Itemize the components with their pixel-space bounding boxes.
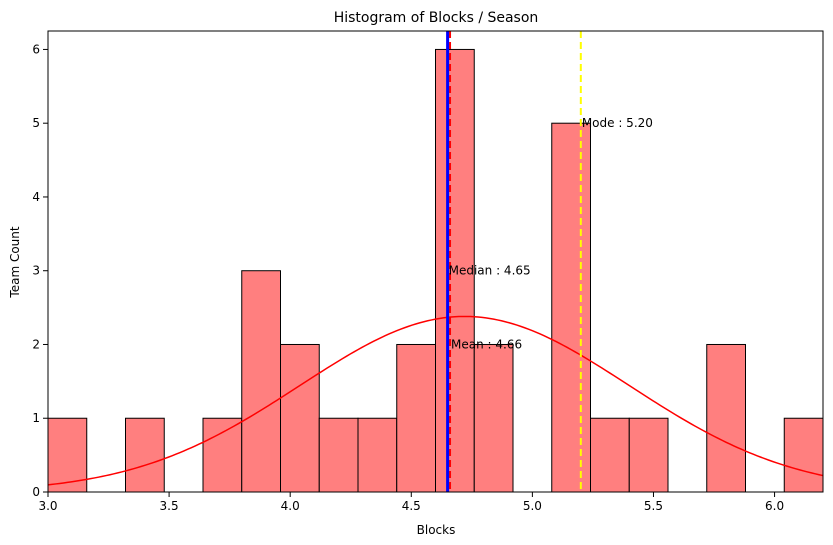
- x-tick-label: 6.0: [765, 499, 784, 513]
- histogram-bar: [473, 343, 514, 493]
- x-axis: 3.0 3.5 4.0 4.5 5.0 5.5 6.0: [38, 492, 784, 513]
- histogram-bar: [396, 343, 436, 493]
- chart-title: Histogram of Blocks / Season: [334, 10, 539, 26]
- x-axis-label: Blocks: [417, 523, 456, 537]
- x-tick-label: 3.5: [160, 499, 179, 513]
- histogram-bar: [628, 417, 669, 493]
- histogram-bar: [280, 343, 320, 493]
- x-tick-label: 4.5: [402, 499, 421, 513]
- kde-curve: [47, 315, 824, 486]
- histogram-bar: [202, 417, 243, 493]
- y-axis-label: Team Count: [8, 226, 22, 298]
- statistic-annotations: Mean : 4.66 Median : 4.65 Mode : 5.20: [449, 116, 653, 351]
- y-tick-label: 5: [32, 116, 40, 130]
- statistic-lines: [446, 31, 582, 492]
- kde-curve-group: [47, 315, 824, 486]
- histogram-bar: [590, 417, 630, 493]
- x-tick-label: 5.0: [523, 499, 542, 513]
- y-tick-label: 3: [32, 264, 40, 278]
- histogram-bar: [783, 417, 824, 493]
- x-tick-label: 3.0: [38, 499, 57, 513]
- histogram-bar: [357, 417, 398, 493]
- x-tick-label: 4.0: [281, 499, 300, 513]
- x-tick-label: 5.5: [644, 499, 663, 513]
- histogram-bar: [318, 417, 359, 493]
- y-axis: 0 1 2 3 4 5 6: [32, 42, 48, 499]
- y-tick-label: 0: [32, 485, 40, 499]
- y-tick-label: 1: [32, 411, 40, 425]
- y-tick-label: 6: [32, 42, 40, 56]
- histogram-bars: [47, 48, 824, 493]
- y-tick-label: 2: [32, 337, 40, 351]
- mean-annotation: Mean : 4.66: [451, 337, 522, 351]
- histogram-bar: [241, 270, 281, 493]
- y-tick-label: 4: [32, 190, 40, 204]
- mode-annotation: Mode : 5.20: [582, 116, 653, 130]
- histogram-bar: [551, 122, 591, 493]
- plot-frame: [47, 30, 824, 493]
- histogram-bar: [706, 343, 746, 493]
- histogram-bar: [125, 417, 165, 493]
- histogram-bar: [435, 48, 475, 493]
- median-annotation: Median : 4.65: [449, 264, 531, 278]
